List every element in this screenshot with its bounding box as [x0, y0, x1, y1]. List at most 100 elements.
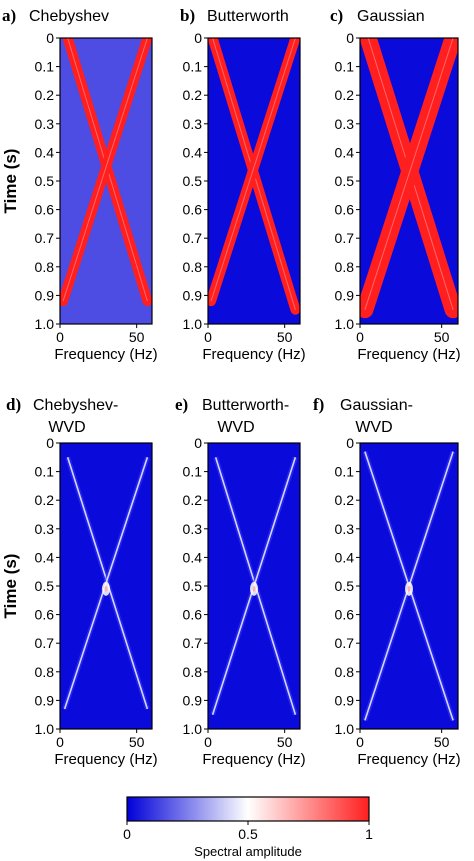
ridge-group — [360, 38, 458, 319]
panel-label: e) — [175, 395, 188, 414]
y-tick-label: 0.8 — [335, 259, 355, 275]
y-tick-label: 0 — [346, 30, 354, 46]
x-axis-label: Frequency (Hz) — [202, 346, 305, 363]
y-tick-label: 0.1 — [35, 59, 55, 75]
panel-label: b) — [180, 6, 195, 25]
y-tick-label: 0.5 — [335, 173, 355, 189]
y-tick-label: 0.4 — [335, 549, 355, 565]
panel-title: d) Chebyshev- WVD — [6, 395, 118, 436]
x-tick-label: 0 — [356, 329, 364, 345]
ridge-group — [62, 456, 150, 710]
x-tick-label: 0 — [204, 734, 212, 750]
panel-label: a) — [2, 6, 16, 25]
y-tick-label: 0 — [194, 30, 202, 46]
y-tick-label: 0 — [46, 435, 54, 451]
panel-title-text: Gaussian- — [340, 397, 413, 414]
ridge-group — [362, 450, 456, 722]
x-axis-label: Frequency (Hz) — [54, 751, 157, 768]
y-tick-label: 0.8 — [183, 664, 203, 680]
panel-3: 00.10.20.30.40.50.60.70.80.91.00 50Freque… — [330, 6, 461, 363]
y-tick-label: 0.6 — [35, 202, 55, 218]
panel-title: e) Butterworth- WVD — [175, 395, 289, 436]
y-tick-label: 0.8 — [335, 664, 355, 680]
y-tick-label: 0.2 — [335, 492, 355, 508]
y-tick-label: 0.4 — [183, 144, 203, 160]
panel-label: c) — [330, 6, 343, 25]
x-axis-label: Frequency (Hz) — [357, 751, 460, 768]
y-tick-label: 0.5 — [183, 173, 203, 189]
ridge-group — [60, 38, 152, 307]
y-tick-label: 0.8 — [35, 259, 55, 275]
y-tick-label: 0.5 — [35, 173, 55, 189]
x-axis-label: Frequency (Hz) — [357, 346, 460, 363]
y-tick-label: 0.5 — [183, 578, 203, 594]
y-tick-label: 0.5 — [35, 578, 55, 594]
y-tick-label: 0.3 — [35, 521, 55, 537]
y-tick-label: 1.0 — [335, 721, 355, 737]
y-tick-label: 0.5 — [335, 578, 355, 594]
colorbar-gradient — [126, 796, 370, 822]
y-tick-label: 0.2 — [35, 87, 55, 103]
y-tick-label: 0.6 — [183, 202, 203, 218]
y-tick-label: 0.4 — [35, 549, 55, 565]
panel-title: f) Gaussian- WVD — [313, 395, 413, 436]
panel-5: 00.10.20.30.40.50.60.70.80.91.00 50Freque… — [175, 395, 306, 768]
panel-title-text: Chebyshev- — [33, 397, 118, 414]
panel-label: d) — [6, 395, 21, 414]
y-tick-label: 0.4 — [35, 144, 55, 160]
panel-title-text: Chebyshev — [29, 8, 109, 25]
y-tick-label: 0.8 — [35, 664, 55, 680]
y-tick-label: 0.7 — [35, 230, 55, 246]
x-tick-label: 50 — [434, 734, 450, 750]
x-axis-label: Frequency (Hz) — [202, 751, 305, 768]
crossing-core — [252, 585, 256, 592]
panel-1: 00.10.20.30.40.50.60.70.80.91.00 50Freque… — [1, 6, 158, 363]
panel-title-text: WVD — [48, 419, 85, 436]
y-tick-label: 0.6 — [35, 607, 55, 623]
y-tick-label: 0.9 — [335, 287, 355, 303]
y-tick-label: 0.7 — [183, 230, 203, 246]
y-tick-label: 0.1 — [335, 464, 355, 480]
panel-title-text: Butterworth- — [202, 397, 289, 414]
x-tick-label: 0 — [204, 329, 212, 345]
y-tick-label: 0.6 — [183, 607, 203, 623]
x-axis-label: Frequency (Hz) — [54, 346, 157, 363]
panel-label: f) — [313, 395, 324, 414]
y-tick-label: 1.0 — [35, 316, 55, 332]
y-tick-label: 1.0 — [335, 316, 355, 332]
y-tick-label: 0.2 — [335, 87, 355, 103]
y-tick-label: 0.3 — [335, 116, 355, 132]
y-tick-label: 0.9 — [183, 287, 203, 303]
panel-title-text: WVD — [355, 419, 392, 436]
y-tick-label: 0.2 — [183, 87, 203, 103]
y-tick-label: 0.4 — [335, 144, 355, 160]
panel-4: 00.10.20.30.40.50.60.70.80.91.00 50Freque… — [1, 395, 158, 768]
y-tick-label: 1.0 — [183, 721, 203, 737]
x-tick-label: 50 — [129, 734, 145, 750]
y-tick-label: 1.0 — [35, 721, 55, 737]
ridge-2-core — [364, 38, 454, 310]
y-tick-label: 0.9 — [35, 692, 55, 708]
y-tick-label: 0.7 — [335, 635, 355, 651]
colorbar-tick-label: 1 — [365, 826, 373, 842]
ridge-group — [210, 456, 298, 716]
y-tick-label: 0.1 — [183, 464, 203, 480]
panel-title-text: Gaussian — [357, 8, 425, 25]
x-tick-label: 50 — [277, 329, 293, 345]
y-tick-label: 0.9 — [35, 287, 55, 303]
x-tick-label: 50 — [434, 329, 450, 345]
y-tick-label: 0.3 — [183, 521, 203, 537]
x-tick-label: 50 — [129, 329, 145, 345]
y-tick-label: 0.6 — [335, 202, 355, 218]
x-tick-label: 0 — [56, 329, 64, 345]
y-tick-label: 0 — [346, 435, 354, 451]
panel-title: a) Chebyshev — [2, 6, 109, 25]
y-tick-label: 0.3 — [35, 116, 55, 132]
y-axis-label: Time (s) — [1, 554, 20, 619]
y-tick-label: 0.6 — [335, 607, 355, 623]
y-tick-label: 0.2 — [35, 492, 55, 508]
x-tick-label: 0 — [56, 734, 64, 750]
y-tick-label: 0.2 — [183, 492, 203, 508]
y-tick-label: 0.3 — [183, 116, 203, 132]
